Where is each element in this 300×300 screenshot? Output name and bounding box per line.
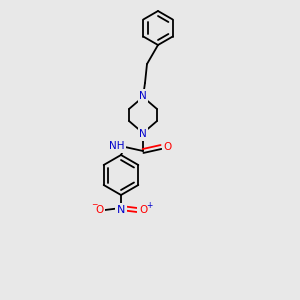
Text: −: −	[91, 200, 97, 209]
Text: NH: NH	[109, 141, 125, 151]
Text: N: N	[139, 129, 147, 139]
Text: O: O	[164, 142, 172, 152]
Text: +: +	[146, 200, 152, 209]
Text: N: N	[117, 205, 125, 215]
Text: O: O	[95, 205, 103, 215]
Text: O: O	[139, 205, 147, 215]
Text: N: N	[139, 91, 147, 101]
